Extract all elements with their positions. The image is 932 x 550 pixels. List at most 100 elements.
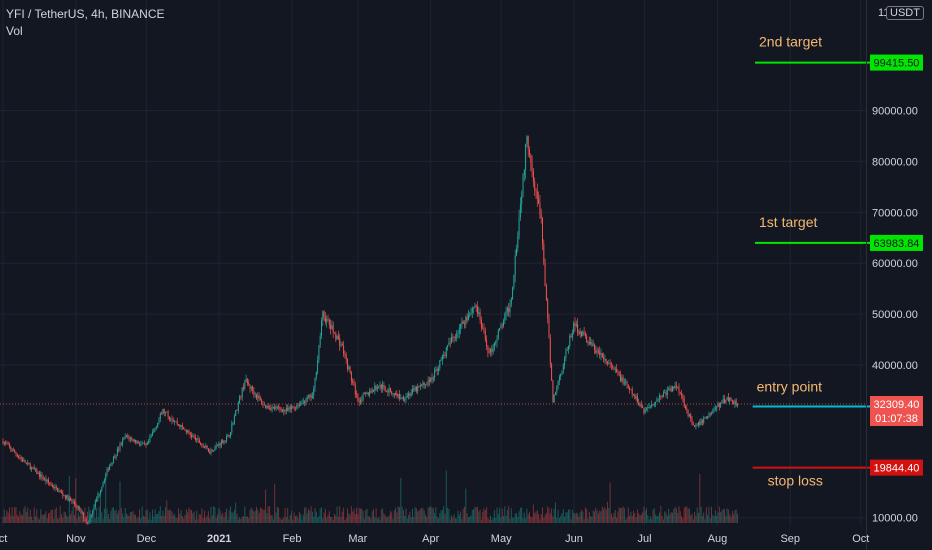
volume-bar: [387, 516, 389, 523]
volume-bar: [652, 509, 654, 523]
candle-body: [448, 342, 450, 346]
volume-bar: [402, 509, 404, 523]
candle-body: [493, 342, 495, 349]
volume-bar: [552, 516, 554, 523]
candle-body: [722, 398, 724, 403]
candle-body: [362, 394, 364, 401]
candle-body: [40, 474, 42, 477]
volume-bar: [590, 516, 592, 523]
volume-bar: [321, 507, 322, 523]
candle-body: [236, 410, 238, 411]
volume-bar: [569, 509, 571, 523]
candle-body: [213, 450, 215, 452]
currency-badge[interactable]: USDT: [886, 6, 924, 20]
volume-bar: [516, 513, 517, 523]
candle-body: [218, 443, 220, 446]
volume-bar: [618, 507, 620, 523]
candle-body: [254, 394, 256, 395]
time-axis[interactable]: ct Nov Dec 2021 Feb Mar Apr May Jun Jul Aug Sep Oct: [0, 533, 869, 545]
volume-bar: [458, 514, 460, 523]
candle-body: [287, 408, 289, 411]
volume-bar: [353, 508, 355, 523]
volume-bar: [391, 512, 393, 523]
candle-body: [343, 345, 345, 354]
candle-body: [720, 402, 722, 408]
candle-body: [540, 213, 542, 218]
candle-body: [456, 333, 458, 338]
candle-body: [197, 438, 199, 440]
symbol-title[interactable]: YFI / TetherUS, 4h, BINANCE: [6, 7, 165, 21]
volume-bar: [115, 509, 117, 523]
volume-bar: [349, 514, 351, 523]
x-tick-label: Feb: [283, 533, 302, 545]
volume-bar: [662, 519, 664, 523]
volume-bar: [317, 517, 319, 523]
candle-body: [514, 255, 516, 275]
volume-bar: [219, 510, 221, 523]
candle-body: [405, 396, 407, 400]
candle-body: [174, 421, 176, 423]
candle-body: [353, 382, 355, 385]
candle-body: [620, 374, 621, 381]
candle-body: [275, 406, 277, 409]
volume-bar: [603, 508, 605, 523]
candle-body: [568, 346, 569, 350]
candle-body: [668, 389, 670, 391]
candle-body: [523, 169, 525, 176]
volume-bar: [259, 507, 261, 523]
candle-body: [391, 391, 393, 394]
candle-body: [705, 416, 707, 418]
volume-label[interactable]: Vol: [6, 24, 23, 38]
volume-bar: [344, 519, 346, 523]
candle-body: [503, 320, 504, 326]
volume-bar: [673, 509, 675, 523]
volume-bar: [578, 516, 580, 523]
volume-bar: [682, 518, 684, 523]
volume-bar: [664, 511, 666, 523]
candle-body: [345, 354, 347, 360]
candle-body: [313, 388, 315, 396]
candle-body: [324, 317, 326, 323]
candle-body: [662, 392, 664, 397]
volume-bar: [464, 506, 465, 523]
candle-body: [672, 386, 673, 392]
candle-body: [642, 406, 644, 408]
candle-body: [68, 498, 70, 501]
candle-body: [201, 444, 203, 446]
volume-bar: [679, 511, 681, 523]
candle-body: [93, 507, 95, 511]
volume-bar: [250, 507, 252, 523]
volume-bar: [271, 515, 273, 523]
volume-bar: [565, 512, 567, 523]
candle-body: [18, 456, 20, 458]
candle-body: [471, 308, 473, 313]
volume-bar: [157, 513, 159, 523]
volume-bar: [562, 509, 564, 523]
volume-bar: [50, 509, 52, 523]
candle-body: [553, 394, 555, 403]
volume-bar: [282, 519, 283, 523]
candle-body: [129, 438, 131, 440]
volume-bar: [506, 509, 508, 523]
candle-body: [496, 338, 498, 343]
candle-body: [270, 408, 272, 410]
volume-bar: [688, 508, 690, 523]
volume-bar: [261, 508, 263, 523]
candle-body: [505, 310, 507, 315]
candle-body: [695, 425, 697, 428]
volume-bar: [87, 511, 88, 523]
volume-bar: [27, 507, 29, 523]
candle-body: [579, 331, 581, 335]
volume-bar: [233, 509, 235, 523]
candle-body: [474, 305, 476, 308]
x-tick-label: 2021: [207, 533, 231, 545]
volume-bar: [211, 515, 213, 523]
x-tick-label: Jun: [565, 533, 583, 545]
volume-bar: [40, 509, 42, 523]
level-price-text: 99415.50: [874, 58, 920, 70]
volume-bar: [496, 507, 498, 523]
candle-body: [356, 394, 358, 396]
price-axis[interactable]: 90000.00 80000.00 70000.00 60000.00 50000.00…: [872, 7, 918, 525]
candle-body: [581, 331, 582, 337]
